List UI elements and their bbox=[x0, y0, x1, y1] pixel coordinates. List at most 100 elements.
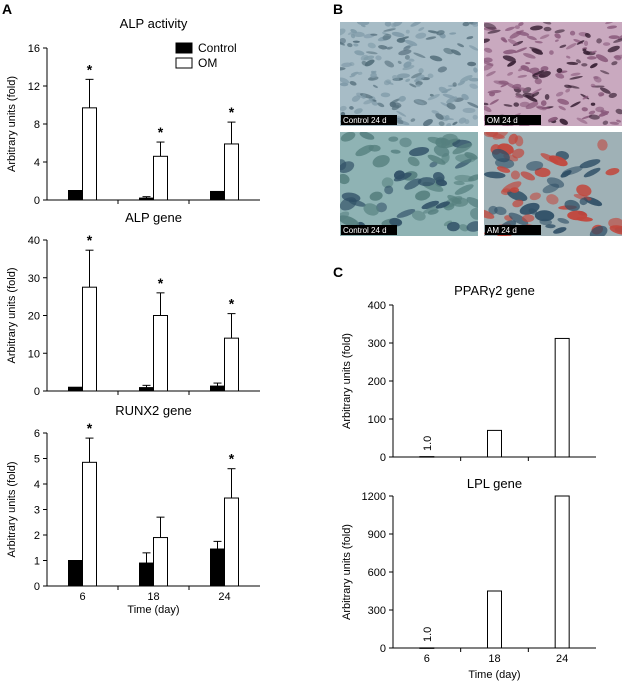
legend-label-om: OM bbox=[198, 56, 217, 70]
y-tick-label: 0 bbox=[34, 195, 40, 207]
panel-label-b: B bbox=[333, 1, 343, 17]
data-label: 1.0 bbox=[422, 436, 434, 451]
x-tick-label: 18 bbox=[147, 591, 159, 603]
bar-control bbox=[139, 387, 154, 392]
y-tick-label: 2 bbox=[34, 530, 40, 542]
y-tick-label: 6 bbox=[34, 428, 40, 440]
significance-marker: * bbox=[229, 296, 235, 312]
significance-marker: * bbox=[87, 61, 93, 77]
bar-control bbox=[139, 562, 154, 587]
legend-label-control: Control bbox=[198, 41, 237, 55]
chart-title: RUNX2 gene bbox=[115, 403, 192, 418]
bar-value bbox=[419, 647, 435, 649]
bar-value bbox=[554, 337, 570, 458]
bar-om bbox=[153, 155, 168, 201]
bar-value bbox=[554, 495, 570, 649]
y-tick-label: 8 bbox=[34, 119, 40, 131]
y-axis-label: Arbitrary units (fold) bbox=[6, 268, 18, 364]
y-tick-label: 5 bbox=[34, 454, 40, 466]
y-axis-label: Arbitrary units (fold) bbox=[341, 333, 353, 429]
bar-om bbox=[224, 337, 239, 392]
x-axis-label: Time (day) bbox=[127, 604, 179, 616]
y-tick-label: 10 bbox=[28, 348, 40, 360]
bar-control bbox=[139, 197, 154, 201]
micrograph-label-background bbox=[341, 115, 397, 125]
y-tick-label: 300 bbox=[368, 605, 386, 617]
significance-marker: * bbox=[158, 124, 164, 140]
micrograph-label-background bbox=[485, 115, 541, 125]
micrograph: AM 24 d bbox=[484, 132, 622, 236]
legend-swatch-control bbox=[175, 42, 193, 54]
panel-label-a: A bbox=[2, 1, 12, 17]
micrograph-label: Control 24 d bbox=[343, 116, 387, 125]
chart-lpl-gene: LPL gene 0 300 600 900 1200 6 18 24 Time (day) Arb… bbox=[341, 476, 596, 681]
bar-value bbox=[419, 456, 435, 458]
y-tick-label: 12 bbox=[28, 81, 40, 93]
y-tick-label: 400 bbox=[368, 300, 386, 312]
y-tick-label: 900 bbox=[368, 529, 386, 541]
chart-runx2-gene: RUNX2 gene 0 1 2 3 4 5 6 6 18 24 Time (day) Arbitrar… bbox=[6, 403, 260, 616]
y-tick-label: 100 bbox=[368, 414, 386, 426]
y-tick-label: 4 bbox=[34, 157, 40, 169]
x-tick-label: 6 bbox=[424, 653, 430, 665]
bar-control bbox=[210, 385, 225, 392]
y-tick-label: 0 bbox=[380, 452, 386, 464]
bar-value bbox=[487, 590, 502, 649]
y-tick-label: 20 bbox=[28, 311, 40, 323]
x-tick-label: 6 bbox=[79, 591, 85, 603]
bar-control bbox=[68, 190, 83, 201]
x-axis-label: Time (day) bbox=[468, 669, 520, 681]
micrograph-label-background bbox=[341, 225, 397, 235]
micrograph: Control 24 d bbox=[340, 132, 478, 236]
significance-marker: * bbox=[87, 232, 93, 248]
significance-marker: * bbox=[158, 275, 164, 291]
bar-om bbox=[82, 286, 97, 392]
y-axis-label: Arbitrary units (fold) bbox=[341, 524, 353, 620]
micrograph-label: AM 24 d bbox=[487, 226, 517, 235]
y-tick-label: 16 bbox=[28, 43, 40, 55]
y-tick-label: 3 bbox=[34, 505, 40, 517]
y-tick-label: 0 bbox=[34, 581, 40, 593]
legend: Control OM bbox=[175, 41, 237, 70]
chart-alp-activity: ALP activity 0 4 8 12 16 Arbitrary units (fold… bbox=[6, 16, 260, 207]
y-axis-label: Arbitrary units (fold) bbox=[6, 462, 18, 558]
bar-om bbox=[82, 107, 97, 201]
bar-control bbox=[68, 386, 83, 392]
data-label: 1.0 bbox=[422, 627, 434, 642]
x-tick-label: 24 bbox=[218, 591, 230, 603]
chart-alp-gene: ALP gene 0 10 20 30 40 Arbitrary units (fold) *… bbox=[6, 210, 260, 398]
micrograph: OM 24 d bbox=[484, 22, 622, 126]
micrograph-texture bbox=[340, 132, 478, 232]
bar-om bbox=[153, 537, 168, 587]
significance-marker: * bbox=[229, 104, 235, 120]
y-tick-label: 30 bbox=[28, 273, 40, 285]
y-tick-label: 0 bbox=[380, 643, 386, 655]
bar-control bbox=[68, 560, 83, 587]
micrograph-label: OM 24 d bbox=[487, 116, 518, 125]
chart-title: ALP activity bbox=[120, 16, 188, 31]
bar-om bbox=[224, 497, 239, 587]
legend-swatch-om bbox=[175, 57, 193, 69]
y-tick-label: 4 bbox=[34, 479, 40, 491]
micrograph-grid: Control 24 d OM 24 d Control 24 d AM 24 d bbox=[340, 22, 622, 236]
bar-control bbox=[210, 548, 225, 587]
significance-marker: * bbox=[229, 451, 235, 467]
bar-om bbox=[153, 315, 168, 392]
bar-value bbox=[487, 429, 502, 458]
x-tick-label: 18 bbox=[488, 653, 500, 665]
micrograph: Control 24 d bbox=[340, 22, 478, 126]
chart-title: PPARγ2 gene bbox=[454, 283, 535, 298]
chart-ppar-gene: PPARγ2 gene 0 100 200 300 400 Arbitrary units … bbox=[341, 283, 596, 464]
x-tick-label: 24 bbox=[556, 653, 568, 665]
bar-om bbox=[82, 461, 97, 587]
y-tick-label: 40 bbox=[28, 235, 40, 247]
panel-label-c: C bbox=[333, 264, 343, 280]
y-tick-label: 1200 bbox=[362, 491, 386, 503]
y-tick-label: 1 bbox=[34, 556, 40, 568]
bar-control bbox=[210, 190, 225, 201]
chart-title: ALP gene bbox=[125, 210, 182, 225]
y-tick-label: 600 bbox=[368, 567, 386, 579]
micrograph-texture bbox=[340, 22, 478, 126]
y-axis-label: Arbitrary units (fold) bbox=[6, 76, 18, 172]
bar-om bbox=[224, 143, 239, 201]
